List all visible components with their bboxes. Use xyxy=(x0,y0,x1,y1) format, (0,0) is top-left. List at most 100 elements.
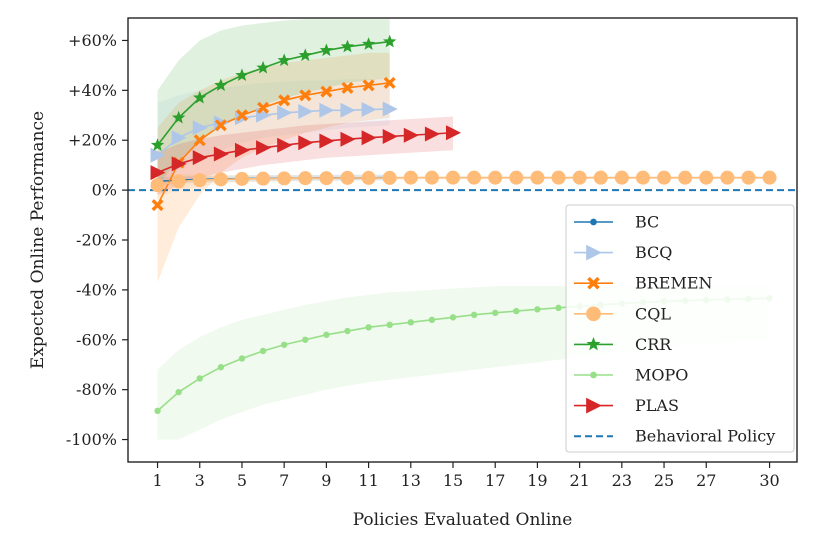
point-cql-13 xyxy=(403,170,418,185)
legend-label-crr: CRR xyxy=(635,335,672,354)
point-mopo-14 xyxy=(428,316,436,324)
point-bcq-7 xyxy=(277,105,293,121)
point-mopo-20 xyxy=(555,304,562,312)
legend: BC BCQ BREMEN CQL CRR MOPO PLAS Behavioral Poli… xyxy=(565,204,795,453)
legend-item-bc: BC xyxy=(574,213,659,232)
point-cql-10 xyxy=(340,170,355,185)
point-plas-11 xyxy=(361,130,377,146)
markers-bremen xyxy=(151,76,396,212)
point-cql-21 xyxy=(572,170,587,185)
point-plas-1 xyxy=(150,165,166,181)
point-crr-12 xyxy=(383,34,397,48)
point-bcq-9 xyxy=(319,102,335,118)
point-plas-8 xyxy=(298,135,314,151)
legend-marker-bcq xyxy=(586,244,602,261)
point-crr-3 xyxy=(193,90,207,104)
point-cql-8 xyxy=(298,171,313,186)
x-tick-label-7: 7 xyxy=(279,471,289,490)
legend-marker-cql xyxy=(586,306,601,322)
point-bremen-3 xyxy=(193,134,206,147)
point-cql-23 xyxy=(614,170,629,185)
x-axis-label: Policies Evaluated Online xyxy=(353,510,573,530)
x-tick-label-30: 30 xyxy=(759,471,779,490)
x-tick-label-25: 25 xyxy=(654,471,674,490)
point-bremen-5 xyxy=(235,109,248,122)
point-bcq-12 xyxy=(382,101,398,117)
point-crr-8 xyxy=(298,48,312,62)
point-cql-4 xyxy=(213,172,228,187)
legend-label-bc: BC xyxy=(635,213,659,232)
x-tick-label-11: 11 xyxy=(358,471,378,490)
legend-marker-crr xyxy=(586,337,601,351)
legend-item-cql: CQL xyxy=(574,304,671,323)
band-cql xyxy=(157,172,770,198)
x-tick-label-21: 21 xyxy=(569,471,589,490)
point-plas-12 xyxy=(382,128,398,144)
point-bcq-8 xyxy=(298,104,314,120)
point-bremen-7 xyxy=(278,94,291,107)
legend-item-mopo: MOPO xyxy=(574,366,688,385)
point-crr-5 xyxy=(235,68,249,82)
point-mopo-10 xyxy=(344,327,351,335)
point-bcq-2 xyxy=(171,130,187,146)
point-mopo-1 xyxy=(154,407,161,415)
y-tick-label-0: +60% xyxy=(68,31,117,50)
x-tick-label-9: 9 xyxy=(321,471,331,490)
point-plas-2 xyxy=(171,156,187,172)
y-tick-label-3: 0% xyxy=(92,181,117,200)
point-crr-7 xyxy=(277,53,291,67)
point-cql-27 xyxy=(699,170,714,185)
y-tick-label-1: +40% xyxy=(68,81,117,100)
point-bremen-8 xyxy=(299,89,312,102)
point-mopo-9 xyxy=(323,331,330,338)
point-cql-2 xyxy=(171,174,186,189)
legend-label-bremen: BREMEN xyxy=(635,274,713,293)
legend-item-plas: PLAS xyxy=(574,396,679,415)
legend-item-bremen: BREMEN xyxy=(574,274,713,293)
x-tick-label-23: 23 xyxy=(612,471,632,490)
point-mopo-19 xyxy=(534,306,541,313)
point-cql-30 xyxy=(762,170,777,185)
point-plas-6 xyxy=(256,140,272,156)
y-tick-label-5: -40% xyxy=(76,280,117,299)
point-cql-29 xyxy=(741,170,756,185)
point-mopo-11 xyxy=(365,324,372,331)
point-cql-6 xyxy=(256,171,271,186)
y-tick-label-2: +20% xyxy=(68,131,117,150)
point-cql-17 xyxy=(488,170,503,185)
x-tick-label-15: 15 xyxy=(443,471,463,490)
x-tick-label-3: 3 xyxy=(195,471,205,490)
series-markers xyxy=(150,34,777,415)
point-bremen-6 xyxy=(257,101,270,114)
point-crr-10 xyxy=(340,39,355,53)
point-plas-13 xyxy=(403,127,419,143)
point-cql-19 xyxy=(530,170,545,185)
band-plas xyxy=(157,116,454,196)
legend-label-behavioral-policy: Behavioral Policy xyxy=(635,427,775,446)
point-bremen-12 xyxy=(383,76,396,89)
y-tick-label-4: -20% xyxy=(76,231,117,250)
y-tick-label-8: -100% xyxy=(66,430,117,449)
point-mopo-8 xyxy=(302,336,309,343)
point-mopo-18 xyxy=(513,307,520,315)
point-bcq-3 xyxy=(192,120,208,136)
legend-label-mopo: MOPO xyxy=(635,366,688,385)
point-plas-5 xyxy=(234,142,250,158)
point-plas-4 xyxy=(213,146,229,162)
point-mopo-2 xyxy=(175,388,182,396)
point-crr-6 xyxy=(256,60,270,74)
point-cql-12 xyxy=(382,170,397,185)
x-tick-label-19: 19 xyxy=(527,471,547,490)
legend-item-behavioral-policy: Behavioral Policy xyxy=(574,427,775,446)
point-mopo-13 xyxy=(407,319,414,326)
legend-box xyxy=(565,204,795,453)
point-crr-9 xyxy=(319,43,334,57)
axes: 1 3 5 7 9 11 13 15 17 19 21 23 25 27 30+60%+40%+20%0%-… xyxy=(28,17,798,530)
point-cql-22 xyxy=(593,170,608,185)
point-cql-25 xyxy=(657,170,672,185)
point-cql-20 xyxy=(551,170,566,185)
point-bcq-1 xyxy=(150,147,166,163)
legend-item-crr: CRR xyxy=(574,335,672,354)
point-bremen-11 xyxy=(362,79,375,92)
point-cql-5 xyxy=(234,171,249,186)
